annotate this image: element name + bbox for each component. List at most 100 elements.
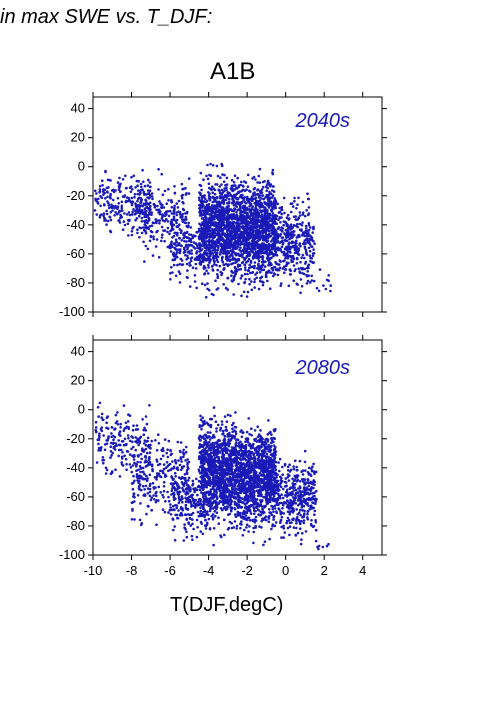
scatter-point [150,192,154,195]
scatter-point [184,450,188,454]
scatter-point [248,250,251,254]
scatter-point [248,263,251,267]
scatter-point [202,234,205,237]
scatter-point [166,226,170,230]
scatter-point [234,222,238,225]
scatter-point [228,520,232,524]
scatter-point [301,253,305,257]
scatter-point [120,440,124,443]
scatter-point [123,427,126,430]
scatter-point [174,238,178,241]
scatter-point [138,518,142,522]
scatter-point [189,233,193,237]
scatter-point [176,466,179,469]
scatter-point [225,242,228,246]
scatter-point [211,235,215,238]
scatter-point [148,207,152,210]
scatter-point [246,212,249,215]
scatter-point [271,246,274,250]
scatter-point [178,242,181,245]
scatter-point [199,184,203,188]
scatter-point [175,481,178,485]
scatter-point [136,184,139,187]
scatter-point [188,486,192,489]
scatter-point [230,274,233,278]
scatter-point [146,184,150,187]
scatter-point [186,458,189,461]
scatter-point [253,191,256,194]
scatter-point [212,527,216,530]
scatter-point [98,401,102,405]
scatter-point [211,195,215,199]
scatter-point [136,211,140,214]
scatter-point [267,244,271,248]
scatter-point [230,526,234,530]
scatter-point [231,271,234,274]
scatter-point [215,200,218,203]
scatter-point [255,276,258,280]
scatter-point [273,216,276,219]
scatter-point [148,239,152,243]
scatter-point [242,214,246,218]
scatter-point [220,420,224,423]
scatter-point [167,495,170,499]
scatter-point [119,422,122,426]
scatter-point [184,186,187,190]
scatter-point [121,195,125,198]
scatter-point [199,223,203,227]
scatter-point [254,202,257,205]
scatter-point [259,209,262,212]
scatter-point [171,271,174,274]
scatter-point [130,196,134,200]
scatter-point [137,180,141,183]
scatter-point [208,252,211,255]
scatter-point [138,484,141,487]
scatter-point [181,218,184,221]
scatter-point [275,254,279,257]
scatter-point [205,222,209,226]
scatter-point [301,211,305,214]
scatter-point [221,228,225,231]
scatter-point [260,260,264,264]
scatter-point [245,255,249,259]
scatter-point [309,235,313,238]
scatter-point [160,236,164,239]
scatter-point [140,475,143,478]
scatter-point [105,212,109,216]
scatter-point [139,226,143,230]
scatter-point [278,216,282,220]
scatter-point [161,215,164,218]
scatter-point [174,475,177,478]
scatter-point [116,423,120,426]
scatter-point [268,190,271,194]
scatter-point [109,211,113,214]
scatter-point [102,418,105,422]
scatter-point [212,406,216,409]
scatter-point [144,454,147,458]
scatter-point [217,476,220,479]
scatter-point [223,439,226,442]
scatter-point [195,252,198,255]
scatter-point [160,225,164,229]
scatter-point [174,488,177,492]
scatter-point [260,245,264,249]
scatter-point [225,186,228,189]
scatter-point [250,288,254,292]
scatter-point [222,263,226,267]
scatter-point [221,490,225,494]
scatter-point [116,181,120,184]
scatter-point [235,527,238,530]
scatter-point [222,213,225,216]
scatter-point [297,249,300,253]
plot-frame-2040s [92,96,383,313]
scatter-point [147,445,151,449]
scatter-point [118,190,122,193]
scatter-point [130,175,133,179]
scatter-point [226,478,230,482]
scatter-point [188,516,192,520]
scatter-point [258,167,262,171]
scatter-point [173,204,176,208]
scatter-point [119,443,122,447]
scatter-point [201,206,204,209]
